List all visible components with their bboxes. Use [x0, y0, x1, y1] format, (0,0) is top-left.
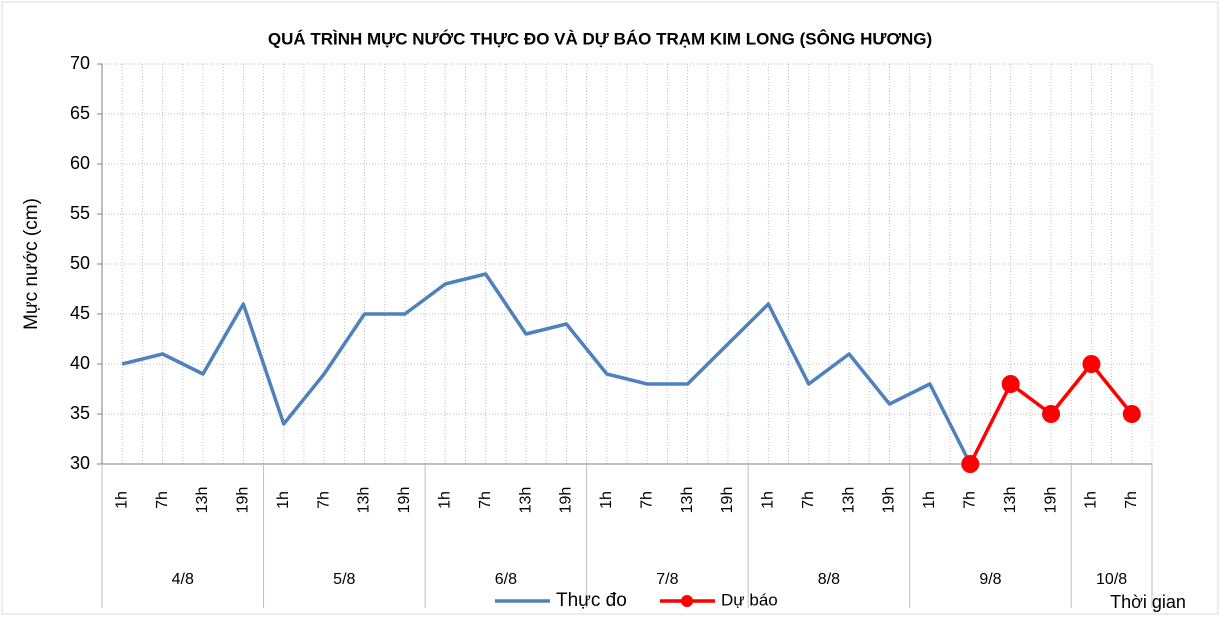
x-tick-label: 13h	[1002, 487, 1019, 514]
series-marker	[1082, 355, 1101, 373]
x-tick-label: 7h	[961, 491, 978, 509]
x-tick-label: 1h	[760, 491, 777, 509]
y-tick-label: 40	[70, 353, 90, 373]
group-label: 6/8	[495, 571, 517, 588]
x-tick-label: 13h	[194, 487, 211, 514]
x-tick-label: 19h	[1042, 487, 1059, 514]
x-tick-label: 13h	[517, 487, 534, 514]
x-tick-label: 1h	[275, 491, 292, 509]
x-tick-label: 19h	[396, 487, 413, 514]
chart-title: QUÁ TRÌNH MỰC NƯỚC THỰC ĐO VÀ DỰ BÁO TRẠ…	[268, 29, 932, 48]
y-axis-label: Mực nước (cm)	[21, 198, 42, 330]
series-marker	[1001, 375, 1020, 393]
x-tick-label: 13h	[679, 487, 696, 514]
group-label: 4/8	[172, 571, 194, 588]
x-tick-label: 1h	[1083, 491, 1100, 509]
x-tick-label: 13h	[356, 487, 373, 514]
y-tick-label: 30	[70, 453, 90, 473]
x-axis-label: Thời gian	[1110, 592, 1186, 612]
x-tick-label: 7h	[477, 491, 494, 509]
x-tick-label: 19h	[719, 487, 736, 514]
x-tick-label: 19h	[558, 487, 575, 514]
y-tick-label: 65	[70, 103, 90, 123]
group-label: 9/8	[979, 571, 1001, 588]
x-tick-label: 1h	[436, 491, 453, 509]
x-tick-label: 19h	[881, 487, 898, 514]
x-tick-label: 7h	[315, 491, 332, 509]
x-tick-label: 19h	[235, 487, 252, 514]
series-marker	[961, 455, 980, 473]
x-tick-label: 13h	[840, 487, 857, 514]
legend-label: Thực đo	[556, 590, 627, 611]
x-tick-label: 7h	[154, 491, 171, 509]
series-line	[121, 272, 972, 465]
x-tick-label: 1h	[598, 491, 615, 509]
series-marker	[1042, 405, 1061, 423]
legend-label: Dự báo	[721, 590, 778, 609]
x-tick-label: 7h	[638, 491, 655, 509]
group-label: 10/8	[1096, 571, 1127, 588]
x-tick-label: 1h	[113, 491, 130, 509]
group-label: 8/8	[818, 571, 840, 588]
y-tick-label: 50	[70, 253, 90, 273]
group-label: 7/8	[656, 571, 678, 588]
y-tick-label: 60	[70, 153, 90, 173]
x-tick-label: 1h	[921, 491, 938, 509]
legend-marker	[681, 595, 693, 607]
y-tick-label: 55	[70, 203, 90, 223]
series-marker	[1122, 405, 1141, 423]
x-tick-label: 7h	[1123, 491, 1140, 509]
x-tick-label: 7h	[800, 491, 817, 509]
group-label: 5/8	[333, 571, 355, 588]
y-tick-label: 70	[70, 53, 90, 73]
y-tick-label: 35	[70, 403, 90, 423]
y-tick-label: 45	[70, 303, 90, 323]
